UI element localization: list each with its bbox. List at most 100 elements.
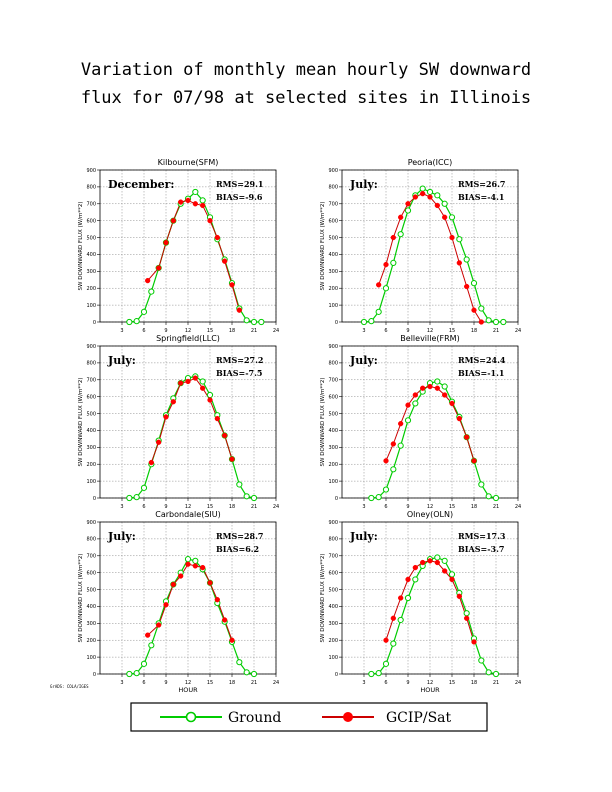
x-tick-label: 21 [251, 680, 257, 686]
gcip-point [449, 576, 455, 583]
gcip-point [456, 593, 462, 599]
ground-series-line [363, 187, 504, 323]
panel-title: Carbondale(SIU) [155, 510, 220, 519]
ground-point [243, 493, 250, 500]
ground-point [375, 308, 382, 315]
gcip-point [390, 234, 396, 241]
gcip-point [214, 234, 220, 241]
y-tick-label: 600 [86, 570, 96, 576]
ground-point [478, 657, 485, 664]
gcip-point [390, 441, 396, 447]
x-tick-label: 18 [229, 504, 235, 510]
gcip-point [229, 282, 235, 288]
ground-point [236, 659, 243, 666]
gcip-point [207, 218, 213, 224]
bias-annotation: BIAS=6.2 [216, 544, 259, 554]
y-tick-label: 300 [86, 445, 96, 451]
ground-point [441, 557, 448, 564]
ground-point [485, 317, 492, 324]
ground-point [390, 640, 397, 647]
y-tick-label: 400 [328, 428, 338, 434]
ground-point [368, 670, 375, 678]
gcip-point [156, 622, 162, 628]
gcip-point [214, 415, 220, 422]
ground-point [434, 192, 441, 199]
y-tick-label: 800 [328, 361, 338, 367]
x-axis-label: HOUR [178, 686, 198, 694]
gcip-point [170, 218, 176, 224]
ground-point [448, 571, 456, 578]
legend-ground-marker [185, 711, 197, 723]
y-tick-label: 400 [86, 604, 96, 610]
ground-point [412, 400, 419, 407]
x-tick-label: 18 [471, 680, 477, 686]
gcip-point [148, 459, 154, 466]
x-tick-label: 12 [427, 504, 433, 510]
y-tick-label: 300 [86, 269, 96, 275]
gcip-point [420, 190, 426, 197]
x-tick-label: 18 [229, 328, 235, 334]
x-tick-label: 6 [384, 504, 387, 510]
gcip-point [464, 283, 470, 290]
y-tick-label: 700 [328, 554, 338, 560]
gcip-point [222, 432, 228, 439]
chart-panel: 3 6 9 12 15 18 21 24 0 100 200 300 400 500 600 700 800 90… [320, 158, 521, 334]
gcip-point [376, 282, 382, 288]
x-tick-label: 6 [384, 680, 387, 686]
page-title: Variation of monthly mean hourly SW down… [0, 56, 612, 112]
y-tick-label: 600 [328, 570, 338, 576]
bias-annotation: BIAS=-7.5 [216, 368, 262, 378]
gcip-point [405, 201, 411, 207]
gcip-point [383, 458, 389, 464]
gcip-point [170, 399, 176, 405]
gcip-series-line [150, 377, 233, 463]
rms-annotation: RMS=28.7 [216, 531, 263, 541]
x-tick-label: 24 [273, 328, 279, 334]
gcip-point [434, 385, 440, 391]
gcip-point [192, 201, 198, 207]
ground-point [404, 207, 412, 214]
ground-point [206, 391, 214, 399]
rms-annotation: RMS=17.3 [458, 531, 506, 541]
x-tick-label: 15 [207, 680, 213, 686]
ground-point [382, 486, 390, 493]
x-tick-label: 21 [493, 328, 499, 334]
x-tick-label: 9 [164, 504, 167, 510]
gcip-point [170, 581, 176, 588]
legend-gcip-label: GCIP/Sat [386, 710, 452, 726]
x-tick-label: 6 [142, 504, 145, 510]
ground-point [426, 188, 434, 196]
y-axis-label: SW DOWNWARD FLUX (W/m**2) [78, 202, 84, 291]
panel-title: Peoria(ICC) [408, 158, 453, 167]
ground-point [412, 576, 419, 583]
gcip-point [420, 385, 426, 391]
ground-point [126, 318, 133, 326]
gcip-point [207, 580, 213, 586]
ground-point [404, 594, 412, 602]
gcip-point [185, 197, 191, 204]
gcip-point [185, 378, 191, 385]
ground-point [375, 670, 382, 677]
gcip-point [163, 239, 169, 246]
gcip-point [471, 307, 477, 313]
y-tick-label: 100 [328, 479, 338, 485]
ground-point [500, 318, 507, 326]
gcip-point [383, 261, 389, 268]
gcip-point [427, 383, 433, 390]
y-tick-label: 700 [86, 202, 96, 208]
y-tick-label: 200 [328, 286, 338, 292]
x-tick-label: 18 [471, 504, 477, 510]
gcip-point [420, 559, 426, 566]
gcip-point [442, 392, 448, 398]
ground-point [492, 670, 500, 678]
gcip-point [229, 456, 235, 462]
ground-point [441, 200, 448, 207]
ground-point [448, 214, 456, 221]
x-tick-label: 21 [493, 504, 499, 510]
rms-annotation: RMS=26.7 [458, 179, 505, 189]
y-tick-label: 500 [328, 587, 338, 593]
x-tick-label: 6 [142, 328, 145, 334]
panel-title: Olney(OLN) [407, 510, 453, 519]
bias-annotation: BIAS=-9.6 [216, 192, 263, 202]
